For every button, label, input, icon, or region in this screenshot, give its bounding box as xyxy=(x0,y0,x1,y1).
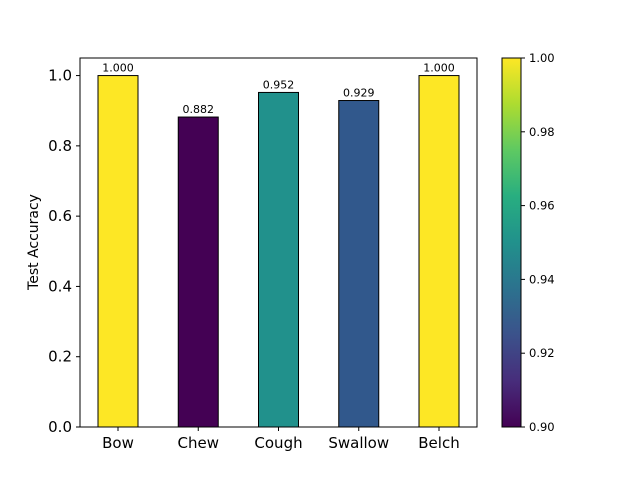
y-tick-label: 0.8 xyxy=(48,137,72,155)
bar-value-label: 0.929 xyxy=(343,87,375,100)
colorbar-tick-label: 1.00 xyxy=(529,51,555,65)
colorbar-tick-label: 0.98 xyxy=(529,125,555,139)
bar-cough xyxy=(258,91,299,428)
bar-value-label: 0.882 xyxy=(183,103,215,116)
y-tick-label: 0.6 xyxy=(48,207,72,225)
y-tick-label: 1.0 xyxy=(48,67,72,85)
plot-area: 1.000 Bow 0.882 Chew 0.952 Cough 0.929 Swallow 1… xyxy=(48,57,478,452)
colorbar-gradient xyxy=(501,57,522,428)
x-tick-label: Cough xyxy=(254,434,302,452)
y-tick-label: 0.4 xyxy=(48,277,72,295)
axes-frame xyxy=(79,57,478,428)
bar-swallow xyxy=(338,100,380,428)
colorbar: 0.90 0.92 0.94 0.96 0.98 1.00 xyxy=(501,51,555,434)
x-tick-label: Swallow xyxy=(328,434,389,452)
colorbar-tick-label: 0.90 xyxy=(529,420,555,434)
bar-chew xyxy=(177,116,219,428)
y-tick-label: 0.0 xyxy=(48,418,72,436)
colorbar-tick-label: 0.92 xyxy=(529,346,555,360)
y-tick-label: 0.2 xyxy=(48,348,72,366)
x-tick-label: Belch xyxy=(418,434,459,452)
x-tick-label: Chew xyxy=(178,434,219,452)
x-tick-label: Bow xyxy=(102,434,134,452)
bar-belch xyxy=(418,75,460,428)
colorbar-tick-label: 0.96 xyxy=(529,199,555,213)
colorbar-tick-label: 0.94 xyxy=(529,272,555,286)
bar-bow xyxy=(97,75,139,428)
bar-value-label: 1.000 xyxy=(423,62,455,75)
bar-value-label: 0.952 xyxy=(263,78,295,91)
bar-value-label: 1.000 xyxy=(102,62,134,75)
y-axis-label: Test Accuracy xyxy=(26,194,42,291)
